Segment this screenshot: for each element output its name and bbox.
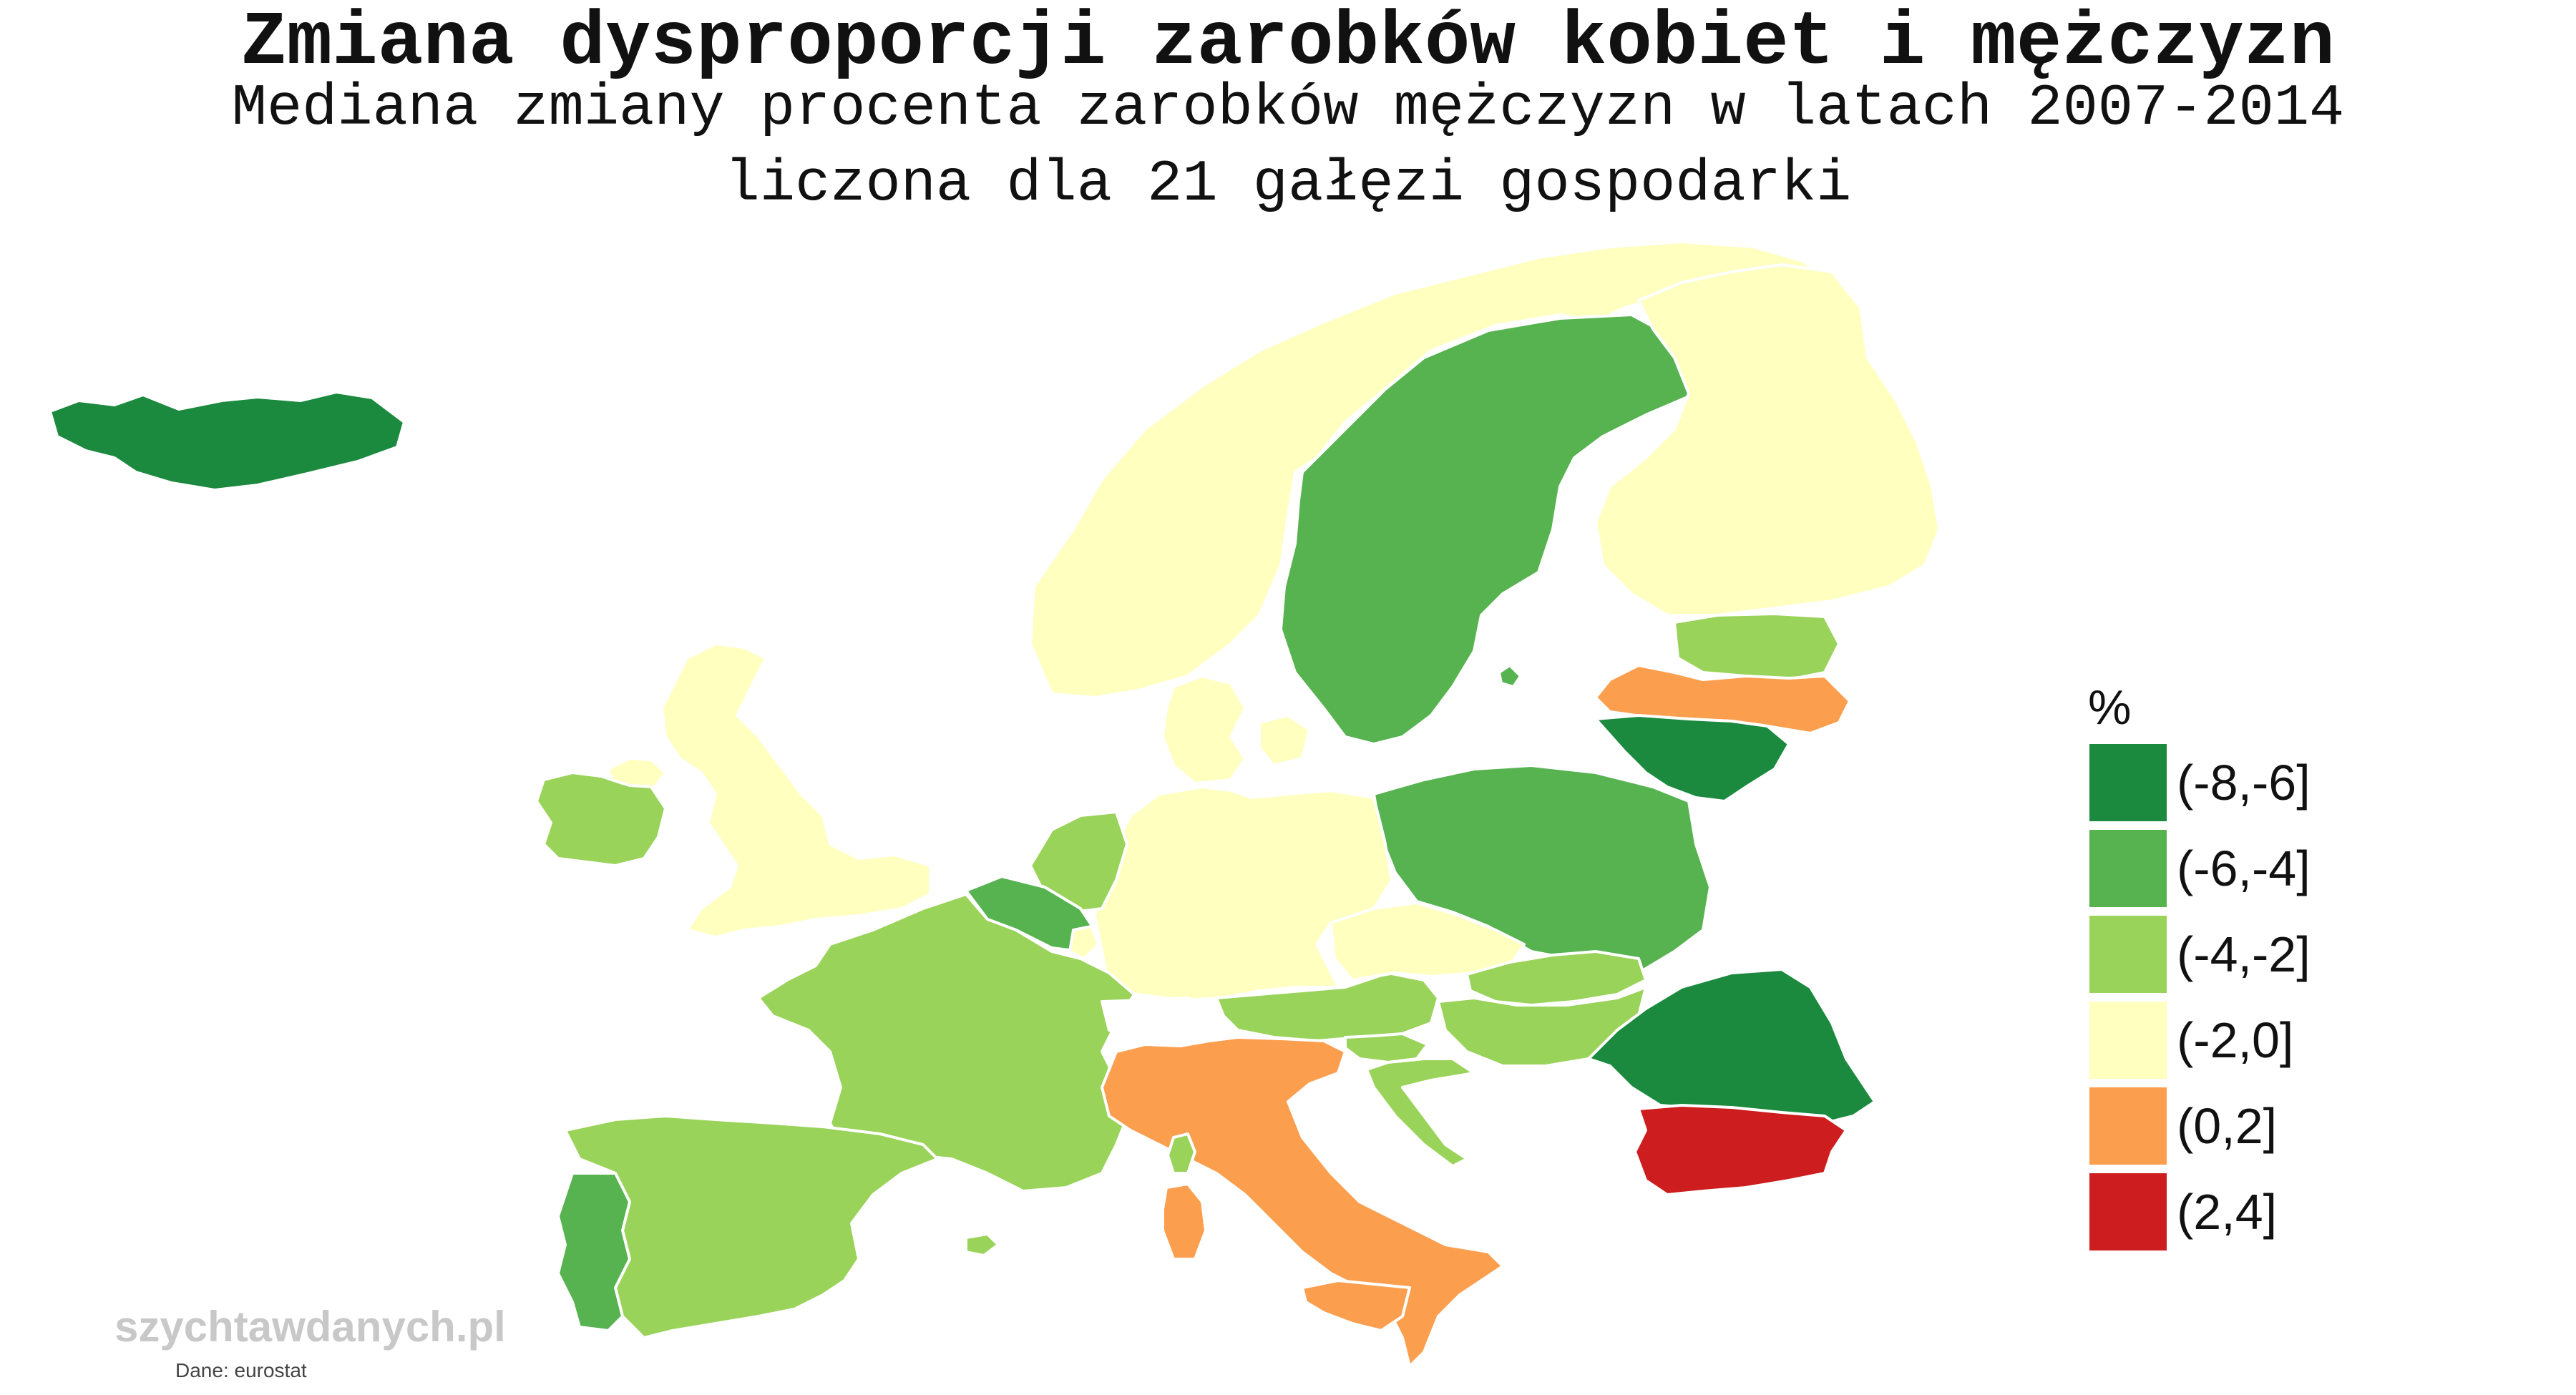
country-croatia [1365,1057,1475,1168]
legend-swatch-1 [2089,744,2167,821]
country-france-corsica [1166,1132,1196,1175]
country-lithuania [1594,714,1790,803]
country-estonia [1673,612,1840,681]
legend-item-6: (2,4] [2089,1173,2376,1259]
country-bulgaria [1634,1104,1848,1196]
country-united-kingdom [660,642,932,939]
country-portugal [557,1172,631,1332]
country-denmark-islands [1258,714,1311,767]
map-subtitle-line-2: liczona dla 21 gałęzi gospodarki [724,151,1852,217]
legend-label-2: (-6,-4] [2177,841,2311,896]
legend-swatch-3 [2089,916,2167,993]
country-ireland [535,771,667,867]
legend-label-3: (-4,-2] [2177,926,2311,982]
country-spain-balearic [965,1233,1000,1257]
country-france [757,893,1136,1193]
legend-swatch-2 [2089,830,2167,907]
legend-label-1: (-8,-6] [2177,755,2311,811]
country-germany [1093,785,1393,1002]
map-title: Zmiana dysproporcji zarobków kobiet i mę… [240,0,2336,86]
country-italy-sicily [1301,1279,1411,1332]
country-sweden [1279,313,1697,745]
legend-item-4: (-2,0] [2089,1002,2376,1087]
country-switzerland [1101,997,1218,1046]
country-italy [1101,1036,1504,1368]
country-romania [1587,968,1876,1125]
legend-swatch-4 [2089,1002,2167,1079]
legend-label-5: (0,2] [2177,1098,2278,1154]
country-luxembourg [1068,925,1100,960]
legend-label-4: (-2,0] [2177,1012,2294,1068]
country-iceland [49,391,406,491]
map-subtitle-line-1: Mediana zmiany procenta zarobków mężczyz… [231,75,2345,142]
legend-label-6: (2,4] [2177,1184,2278,1240]
country-italy-sardinia [1161,1183,1207,1261]
legend-item-1: (-8,-6] [2089,744,2376,830]
data-source: Dane: eurostat [175,1359,307,1381]
legend-item-2: (-6,-4] [2089,830,2376,916]
country-finland [1594,263,1941,617]
legend-item-5: (0,2] [2089,1087,2376,1173]
country-sweden-gotland [1498,664,1522,688]
country-slovenia [1344,1032,1429,1064]
legend-swatch-5 [2089,1087,2167,1165]
watermark: szychtawdanych.pl [114,1303,506,1351]
country-denmark [1161,675,1246,785]
country-uk-northern-ireland [607,757,667,788]
legend-swatch-6 [2089,1173,2167,1250]
legend-title: % [2088,680,2132,735]
country-netherlands [1029,811,1128,914]
country-austria [1215,971,1440,1042]
legend-item-3: (-4,-2] [2089,916,2376,1002]
